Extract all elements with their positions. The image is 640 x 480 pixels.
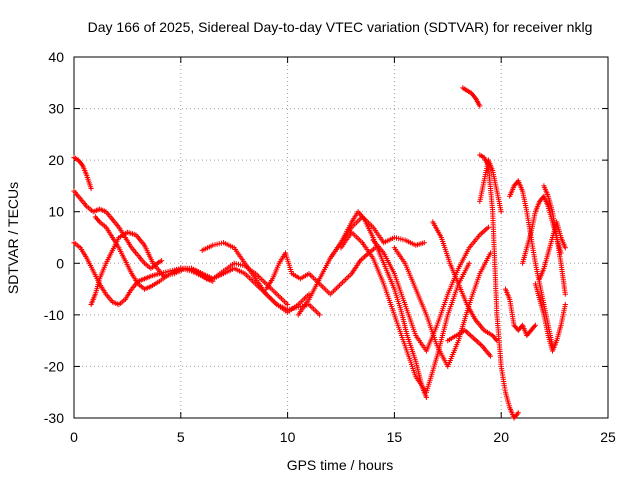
y-tick-label: 20	[48, 152, 64, 168]
grid	[74, 57, 608, 418]
series-track-11	[338, 229, 472, 395]
series-track-19	[502, 286, 538, 339]
series-track-06	[199, 240, 312, 315]
series-track-01	[71, 155, 94, 192]
data-series	[71, 85, 568, 421]
data-point-markers	[502, 286, 538, 339]
y-tick-label: 0	[56, 255, 64, 271]
chart-title: Day 166 of 2025, Sidereal Day-to-day VTE…	[88, 19, 593, 35]
x-tick-label: 20	[493, 429, 509, 445]
x-tick-label: 0	[70, 429, 78, 445]
data-point-markers	[460, 85, 483, 109]
x-tick-label: 10	[280, 429, 296, 445]
series-track-15	[445, 327, 494, 359]
x-axis-label: GPS time / hours	[287, 457, 394, 473]
y-tick-label: -20	[44, 358, 64, 374]
series-track-17	[477, 152, 521, 421]
x-tick-label: 15	[387, 429, 403, 445]
plot-frame	[73, 56, 609, 419]
data-point-markers	[263, 245, 378, 297]
y-axis-label: SDTVAR / TECUs	[5, 182, 21, 294]
series-track-22	[532, 281, 568, 354]
x-tick-label: 5	[177, 429, 185, 445]
data-point-markers	[430, 219, 500, 344]
series-track-16	[460, 85, 483, 109]
data-point-markers	[541, 183, 568, 297]
data-point-markers	[477, 157, 504, 215]
series-track-18	[477, 157, 504, 215]
data-point-markers	[445, 327, 494, 359]
y-tick-label: 30	[48, 101, 64, 117]
series-track-24	[541, 183, 568, 297]
y-tick-label: 40	[48, 49, 64, 65]
data-point-markers	[370, 224, 491, 354]
series-track-08	[263, 245, 378, 297]
tick-labels: 0 5 10 15 20 25 -30 -20 -10 0 10 20 30 40	[44, 49, 616, 445]
x-tick-label: 25	[600, 429, 616, 445]
data-point-markers	[199, 240, 312, 315]
data-point-markers	[532, 281, 568, 354]
y-tick-label: 10	[48, 204, 64, 220]
axis-ticks	[73, 56, 609, 419]
y-tick-label: -10	[44, 307, 64, 323]
data-point-markers	[477, 152, 521, 421]
data-point-markers	[71, 155, 94, 192]
y-tick-label: -30	[44, 410, 64, 426]
data-point-markers	[338, 229, 472, 395]
series-track-14	[430, 219, 500, 344]
series-track-12	[370, 224, 491, 354]
